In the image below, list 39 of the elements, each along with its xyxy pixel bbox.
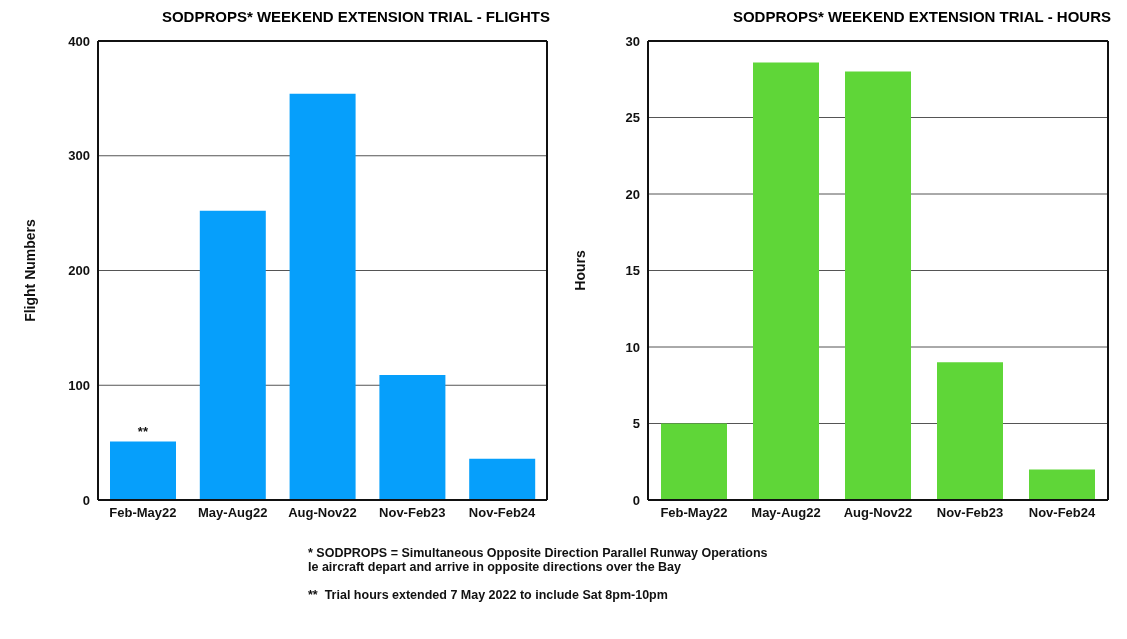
bar <box>661 423 727 500</box>
y-tick-label: 30 <box>625 33 640 49</box>
x-tick-label: May-Aug22 <box>198 505 268 521</box>
bar <box>110 441 176 500</box>
x-tick-label: Nov-Feb23 <box>379 505 446 521</box>
bar <box>469 458 536 500</box>
y-axis-title: Flight Numbers <box>21 218 38 322</box>
y-tick-label: 10 <box>625 339 640 355</box>
y-axis-title: Hours <box>571 250 588 291</box>
bar <box>289 93 356 500</box>
x-tick-label: Nov-Feb24 <box>468 505 537 521</box>
y-tick-label: 300 <box>68 148 90 164</box>
chart-title: SODPROPS* WEEKEND EXTENSION TRIAL - HOURS <box>731 8 1112 27</box>
x-tick-label: Aug-Nov22 <box>288 505 357 521</box>
annotation: ** <box>137 424 149 440</box>
x-tick-label: Feb-May22 <box>109 505 177 521</box>
x-tick-label: Aug-Nov22 <box>843 505 913 521</box>
bar <box>845 71 911 500</box>
y-tick-label: 400 <box>68 33 90 49</box>
x-tick-label: Feb-May22 <box>660 505 728 521</box>
y-tick-label: 0 <box>82 492 90 508</box>
y-tick-label: 100 <box>68 377 90 393</box>
y-tick-label: 20 <box>625 186 640 202</box>
bar <box>937 362 1003 500</box>
text: ** Trial hours extended 7 May 2022 to include Sat 8pm-10pm <box>308 588 669 602</box>
y-tick-label: 15 <box>625 263 640 279</box>
y-tick-label: 200 <box>68 263 90 279</box>
bar <box>199 210 266 500</box>
bar <box>379 374 446 500</box>
x-tick-label: Nov-Feb24 <box>1028 505 1096 521</box>
text: * SODPROPS = Simultaneous Opposite Direction Parallel Runway Operations Ie aircraft depart and arrive in opposite directions over the Bay <box>308 546 769 574</box>
x-tick-label: Nov-Feb23 <box>936 505 1004 521</box>
bar <box>1029 469 1095 500</box>
y-tick-label: 5 <box>632 416 640 432</box>
y-tick-label: 25 <box>625 110 640 126</box>
bar <box>753 62 819 500</box>
y-tick-label: 0 <box>632 492 640 508</box>
chart-title: SODPROPS* WEEKEND EXTENSION TRIAL - FLIGHTS <box>160 8 551 27</box>
x-tick-label: May-Aug22 <box>751 505 821 521</box>
